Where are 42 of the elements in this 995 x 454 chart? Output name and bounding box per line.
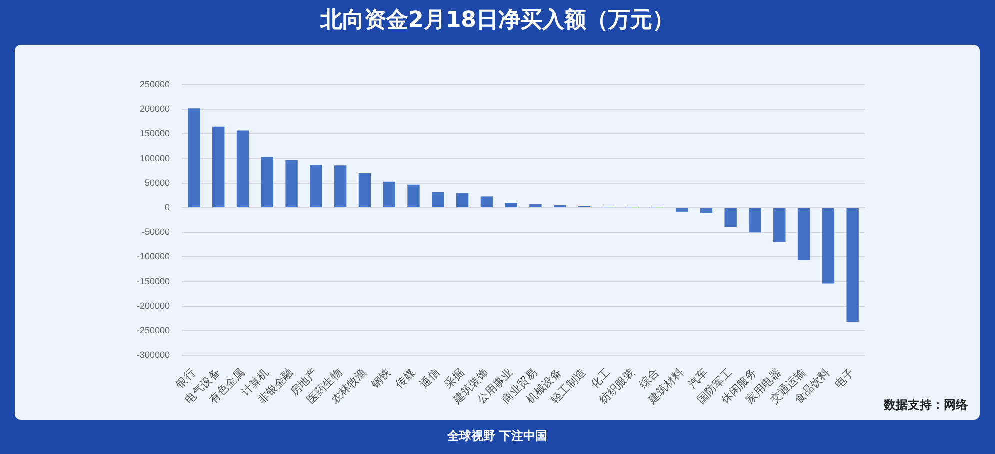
bar bbox=[530, 204, 542, 208]
bar bbox=[724, 208, 737, 228]
y-tick-label: -250000 bbox=[137, 325, 170, 336]
text: 数据支持：网络 bbox=[884, 397, 968, 414]
y-tick-label: -150000 bbox=[137, 276, 170, 286]
bar bbox=[334, 166, 347, 208]
bar bbox=[822, 208, 835, 284]
x-tick-label: 电子 bbox=[832, 366, 857, 391]
y-tick-label: 100000 bbox=[140, 153, 170, 164]
text: 全球视野 下注中国 bbox=[446, 428, 549, 445]
bar bbox=[798, 208, 810, 260]
bar bbox=[480, 196, 494, 208]
chart-title: 北向资金2月18日净买入额（万元） bbox=[319, 7, 676, 35]
bar bbox=[212, 126, 225, 208]
bar bbox=[358, 174, 372, 208]
bar bbox=[261, 157, 274, 208]
bar bbox=[188, 108, 200, 208]
bar bbox=[846, 208, 859, 322]
y-tick-label: 150000 bbox=[140, 128, 170, 139]
bar bbox=[310, 165, 322, 208]
bar bbox=[774, 208, 786, 242]
x-tick-label: 通信 bbox=[418, 366, 442, 391]
y-tick-label: -200000 bbox=[137, 300, 170, 311]
x-tick-label: 传媒 bbox=[393, 366, 418, 391]
y-tick-label: 200000 bbox=[140, 104, 170, 114]
bar bbox=[408, 184, 420, 208]
bar bbox=[749, 208, 762, 233]
x-tick-label: 钢铁 bbox=[368, 366, 394, 392]
bar bbox=[505, 203, 518, 208]
y-tick-label: 250000 bbox=[140, 79, 170, 90]
y-tick-label: -300000 bbox=[137, 350, 170, 360]
y-tick-label: 0 bbox=[165, 202, 170, 212]
bar bbox=[700, 208, 713, 214]
bar bbox=[676, 208, 688, 212]
bar bbox=[383, 182, 396, 208]
bar bbox=[236, 130, 250, 208]
bar bbox=[456, 193, 469, 208]
bar bbox=[286, 160, 298, 208]
bar bbox=[432, 192, 444, 208]
y-tick-label: -50000 bbox=[142, 227, 170, 238]
y-tick-label: -100000 bbox=[137, 252, 170, 262]
y-tick-label: 50000 bbox=[145, 178, 170, 188]
